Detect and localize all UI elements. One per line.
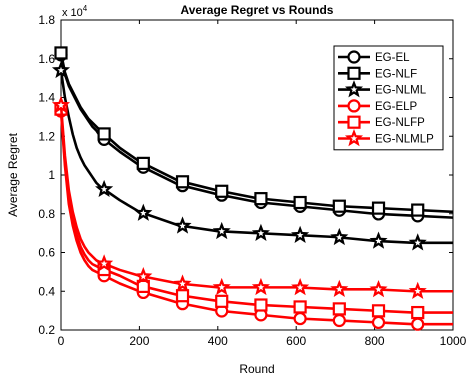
series-lines (51, 46, 454, 331)
data-point-marker (251, 277, 270, 296)
data-point-marker (97, 127, 111, 141)
data-point-marker (134, 267, 153, 285)
data-point-marker (293, 195, 307, 210)
data-point-marker (371, 304, 386, 318)
data-point-marker (175, 289, 190, 303)
legend-item: EG-NLFP (338, 115, 425, 129)
y-multiplier-exponent: 4 (83, 4, 88, 13)
data-point-marker (175, 175, 190, 189)
y-tick-label: 0.6 (38, 246, 55, 260)
data-point-marker (332, 302, 346, 316)
data-point-marker (95, 254, 114, 272)
y-tick-label: 1.6 (38, 52, 55, 66)
data-point-marker (212, 221, 231, 240)
data-point-marker (212, 277, 231, 296)
series-eg-nlmlp (51, 95, 453, 299)
data-point-marker (411, 305, 425, 320)
data-point-marker (371, 201, 386, 215)
data-point-marker (136, 279, 150, 294)
series-eg-nlml (51, 60, 453, 251)
axes-ticks: 0 200 400 600 800 1000 0.2 0.4 0.6 0.8 1 1.2 1.4 1.6 1… (38, 13, 466, 348)
data-point-marker (369, 231, 388, 249)
legend-label: EG-NLMLP (375, 134, 434, 146)
data-point-marker (332, 313, 346, 328)
legend-box (333, 45, 444, 151)
y-tick-label: 1.4 (38, 91, 55, 105)
legend-marker (347, 99, 361, 113)
y-tick-label: 1.2 (38, 129, 55, 143)
data-point-marker (173, 216, 192, 234)
data-point-marker (332, 199, 346, 213)
data-point-marker (371, 315, 386, 330)
data-point-marker (411, 317, 425, 331)
legend-marker (344, 80, 364, 98)
y-tick-label: 0.8 (38, 207, 55, 221)
legend-item: EG-NLF (338, 66, 417, 80)
data-point-marker (408, 281, 427, 299)
x-tick-label: 0 (58, 334, 65, 348)
legend-marker (347, 50, 361, 64)
data-point-marker (215, 294, 229, 308)
x-tick-label: 1000 (440, 334, 467, 348)
data-point-marker (54, 46, 68, 60)
legend-item: EG-NLMLP (338, 128, 434, 147)
legend: EG-EL EG-NLF EG-NLML EG-ELP EG-NLFP EG-NLMLP (333, 45, 444, 151)
data-point-marker (173, 274, 192, 292)
y-tick-label: 0.2 (38, 323, 55, 337)
x-axis-label: Round (239, 362, 274, 376)
x-tick-label: 200 (129, 334, 149, 348)
chart-title: Average Regret vs Rounds (181, 3, 334, 17)
legend-label: EG-NLML (375, 85, 427, 97)
data-point-marker (291, 278, 310, 296)
data-point-marker (251, 223, 270, 242)
y-tick-label: 1 (48, 168, 55, 182)
legend-marker (347, 115, 361, 129)
x-tick-label: 400 (208, 334, 228, 348)
legend-marker (347, 66, 361, 80)
data-point-marker (330, 279, 349, 298)
legend-label: EG-NLFP (375, 117, 425, 129)
x-tick-label: 800 (365, 334, 385, 348)
data-point-marker (291, 225, 310, 243)
data-point-marker (293, 311, 307, 326)
data-point-marker (134, 203, 153, 221)
data-point-marker (254, 192, 268, 206)
legend-item: EG-NLML (338, 80, 427, 98)
data-point-marker (51, 95, 71, 113)
data-point-marker (293, 300, 307, 314)
legend-item: EG-ELP (338, 99, 418, 113)
y-axis-label: Average Regret (6, 132, 20, 216)
data-point-marker (254, 298, 268, 312)
legend-label: EG-NLF (375, 68, 417, 80)
y-tick-label: 1.8 (38, 13, 55, 27)
x-tick-label: 600 (286, 334, 306, 348)
y-multiplier-label: x 104 (62, 4, 88, 19)
data-point-marker (411, 203, 425, 217)
data-point-marker (136, 156, 150, 170)
legend-label: EG-EL (375, 52, 410, 64)
y-tick-label: 0.4 (38, 284, 55, 298)
data-point-marker (369, 279, 388, 298)
legend-item: EG-EL (338, 50, 410, 64)
data-point-marker (330, 227, 349, 246)
data-point-marker (51, 60, 71, 79)
legend-marker (344, 128, 364, 147)
series-eg-nlf (54, 46, 454, 217)
data-point-marker (408, 233, 427, 251)
data-point-marker (215, 184, 229, 198)
data-point-marker (95, 179, 114, 198)
legend-label: EG-ELP (375, 101, 418, 113)
